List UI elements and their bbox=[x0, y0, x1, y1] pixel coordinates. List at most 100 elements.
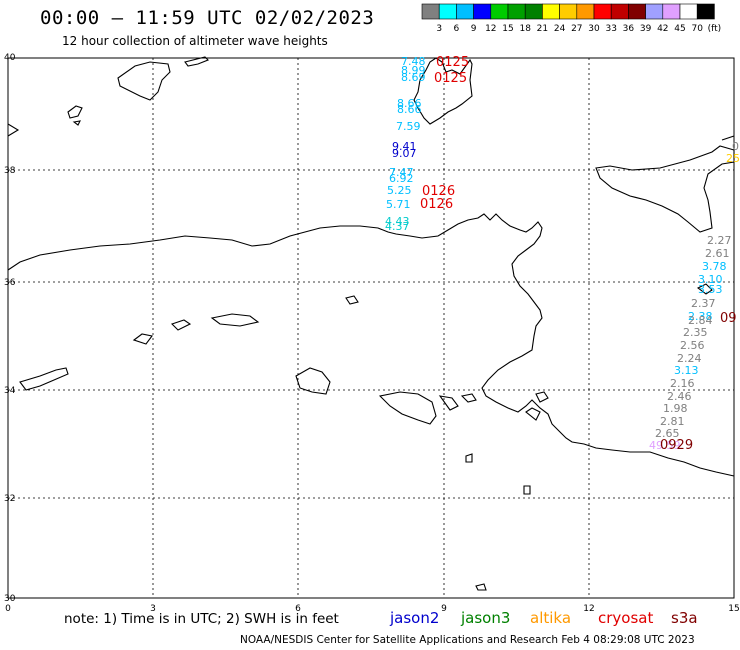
wave-height-label: 8.99 bbox=[401, 64, 426, 77]
grid-lines bbox=[8, 58, 734, 598]
colorbar-label: 36 bbox=[623, 24, 635, 34]
x-tick-label: 3 bbox=[150, 604, 156, 614]
observation-labels: 7.488.998.69 8.668.66 7.59 9.419.07 7.476.92… bbox=[385, 55, 740, 452]
colorbar-swatch bbox=[662, 3, 681, 20]
coast-inland-2 bbox=[295, 367, 331, 395]
pass-time-label: 0125 bbox=[436, 55, 469, 70]
colorbar-swatch bbox=[542, 3, 560, 20]
wave-height-label: 2.16 bbox=[670, 377, 695, 390]
coast-island-b bbox=[170, 319, 192, 331]
coast-calabria bbox=[721, 135, 735, 141]
y-tick-label: 30 bbox=[4, 594, 16, 604]
y-tick-label: 36 bbox=[4, 278, 16, 288]
wave-height-label: 2.27 bbox=[707, 234, 732, 247]
wave-height-label: 49.59 bbox=[649, 439, 681, 452]
colorbar: 3 6 9 12 15 18 21 24 27 30 33 36 39 42 45 70 (ft) bbox=[421, 3, 721, 34]
wave-height-label: 0 bbox=[732, 140, 739, 153]
footer-credit: NOAA/NESDIS Center for Satellite Applica… bbox=[240, 634, 695, 646]
y-tick-label: 38 bbox=[4, 166, 16, 176]
colorbar-label: 27 bbox=[571, 24, 582, 34]
coast-inland-3 bbox=[438, 395, 459, 411]
coast-sicily bbox=[595, 145, 735, 233]
colorbar-swatch bbox=[456, 3, 474, 20]
wave-height-label: 25 bbox=[726, 152, 740, 165]
coast-menorca bbox=[184, 56, 209, 67]
y-tick-label: 32 bbox=[4, 494, 15, 504]
wave-height-label: 2.24 bbox=[677, 352, 702, 365]
colorbar-label: 6 bbox=[454, 24, 460, 34]
coast-sardinia bbox=[413, 57, 473, 125]
coast-inland-5 bbox=[19, 367, 69, 391]
coast-inland-6 bbox=[475, 583, 487, 591]
colorbar-swatch bbox=[576, 3, 595, 20]
x-tick-label: 12 bbox=[583, 604, 594, 614]
pass-time-label: 09 bbox=[720, 311, 737, 326]
coast-chott bbox=[378, 391, 437, 425]
wave-height-label: 1.98 bbox=[663, 402, 688, 415]
y-tick-label: 34 bbox=[4, 386, 16, 396]
colorbar-swatch bbox=[524, 3, 543, 20]
map-title: 00:00 – 11:59 UTC 02/02/2023 bbox=[40, 7, 375, 29]
wave-height-label: 2.38 bbox=[688, 310, 713, 323]
coast-north-africa bbox=[7, 213, 735, 477]
wave-height-label: 8.66 bbox=[397, 103, 422, 116]
colorbar-swatches bbox=[421, 3, 715, 20]
wave-height-label: 7.48 bbox=[401, 55, 426, 68]
colorbar-label: 18 bbox=[519, 24, 531, 34]
wave-height-label: 2.84 bbox=[688, 314, 713, 327]
colorbar-labels: 3 6 9 12 15 18 21 24 27 30 33 36 39 42 45 70 (ft) bbox=[436, 24, 721, 34]
legend-jason2: jason2 bbox=[390, 609, 440, 627]
wave-height-label: 2.46 bbox=[667, 390, 692, 403]
map-frame bbox=[7, 57, 735, 599]
coast-kerkennah bbox=[535, 391, 549, 403]
wave-height-label: 3.53 bbox=[698, 283, 723, 296]
wave-height-label: 8.66 bbox=[397, 97, 422, 110]
colorbar-label: 9 bbox=[471, 24, 477, 34]
legend-altika: altika bbox=[530, 609, 572, 627]
pass-time-label: 0126 bbox=[422, 184, 455, 199]
wave-height-label: 3.78 bbox=[702, 260, 727, 273]
wave-height-label: 4.37 bbox=[385, 220, 410, 233]
wave-height-label: 9.41 bbox=[392, 140, 417, 153]
colorbar-swatch bbox=[628, 3, 646, 20]
colorbar-label: 24 bbox=[554, 24, 566, 34]
legend-jason3: jason3 bbox=[461, 609, 511, 627]
colorbar-swatch bbox=[490, 3, 509, 20]
coast-mallorca bbox=[117, 61, 171, 101]
coast-formentera bbox=[72, 120, 81, 126]
coast-island-c bbox=[210, 313, 260, 327]
colorbar-label: 33 bbox=[605, 24, 616, 34]
wave-height-label: 3.10 bbox=[698, 273, 723, 286]
wave-height-label: 4.43 bbox=[385, 215, 410, 228]
colorbar-label: 45 bbox=[674, 24, 685, 34]
coast-lake bbox=[132, 333, 153, 345]
legend-s3a: s3a bbox=[671, 609, 698, 627]
coast-djerba bbox=[525, 407, 541, 421]
colorbar-swatch bbox=[559, 3, 578, 20]
coast-small-west bbox=[7, 123, 20, 137]
y-tick-label: 40 bbox=[4, 53, 16, 63]
colorbar-swatch bbox=[421, 3, 440, 20]
coast-inland-7 bbox=[465, 453, 473, 463]
legend-cryosat: cryosat bbox=[598, 609, 654, 627]
coast-ibiza bbox=[67, 105, 83, 119]
pass-time-label: 0126 bbox=[420, 197, 453, 212]
wave-height-label: 2.81 bbox=[660, 415, 685, 428]
map-subtitle: 12 hour collection of altimeter wave hei… bbox=[62, 34, 328, 48]
colorbar-label: 15 bbox=[502, 24, 513, 34]
colorbar-label: (ft) bbox=[708, 24, 722, 34]
colorbar-label: 42 bbox=[657, 24, 668, 34]
colorbar-swatch bbox=[679, 3, 698, 20]
colorbar-swatch bbox=[438, 3, 457, 20]
wave-height-label: 2.61 bbox=[705, 247, 730, 260]
wave-height-label: 9.07 bbox=[392, 147, 417, 160]
coast-inland-4 bbox=[460, 393, 477, 403]
colorbar-swatch bbox=[593, 3, 612, 20]
wave-height-label: 2.56 bbox=[680, 339, 705, 352]
wave-height-label: 2.35 bbox=[683, 326, 708, 339]
colorbar-label: 21 bbox=[537, 24, 548, 34]
coastlines bbox=[7, 56, 735, 591]
pass-time-label: 0929 bbox=[660, 438, 693, 453]
